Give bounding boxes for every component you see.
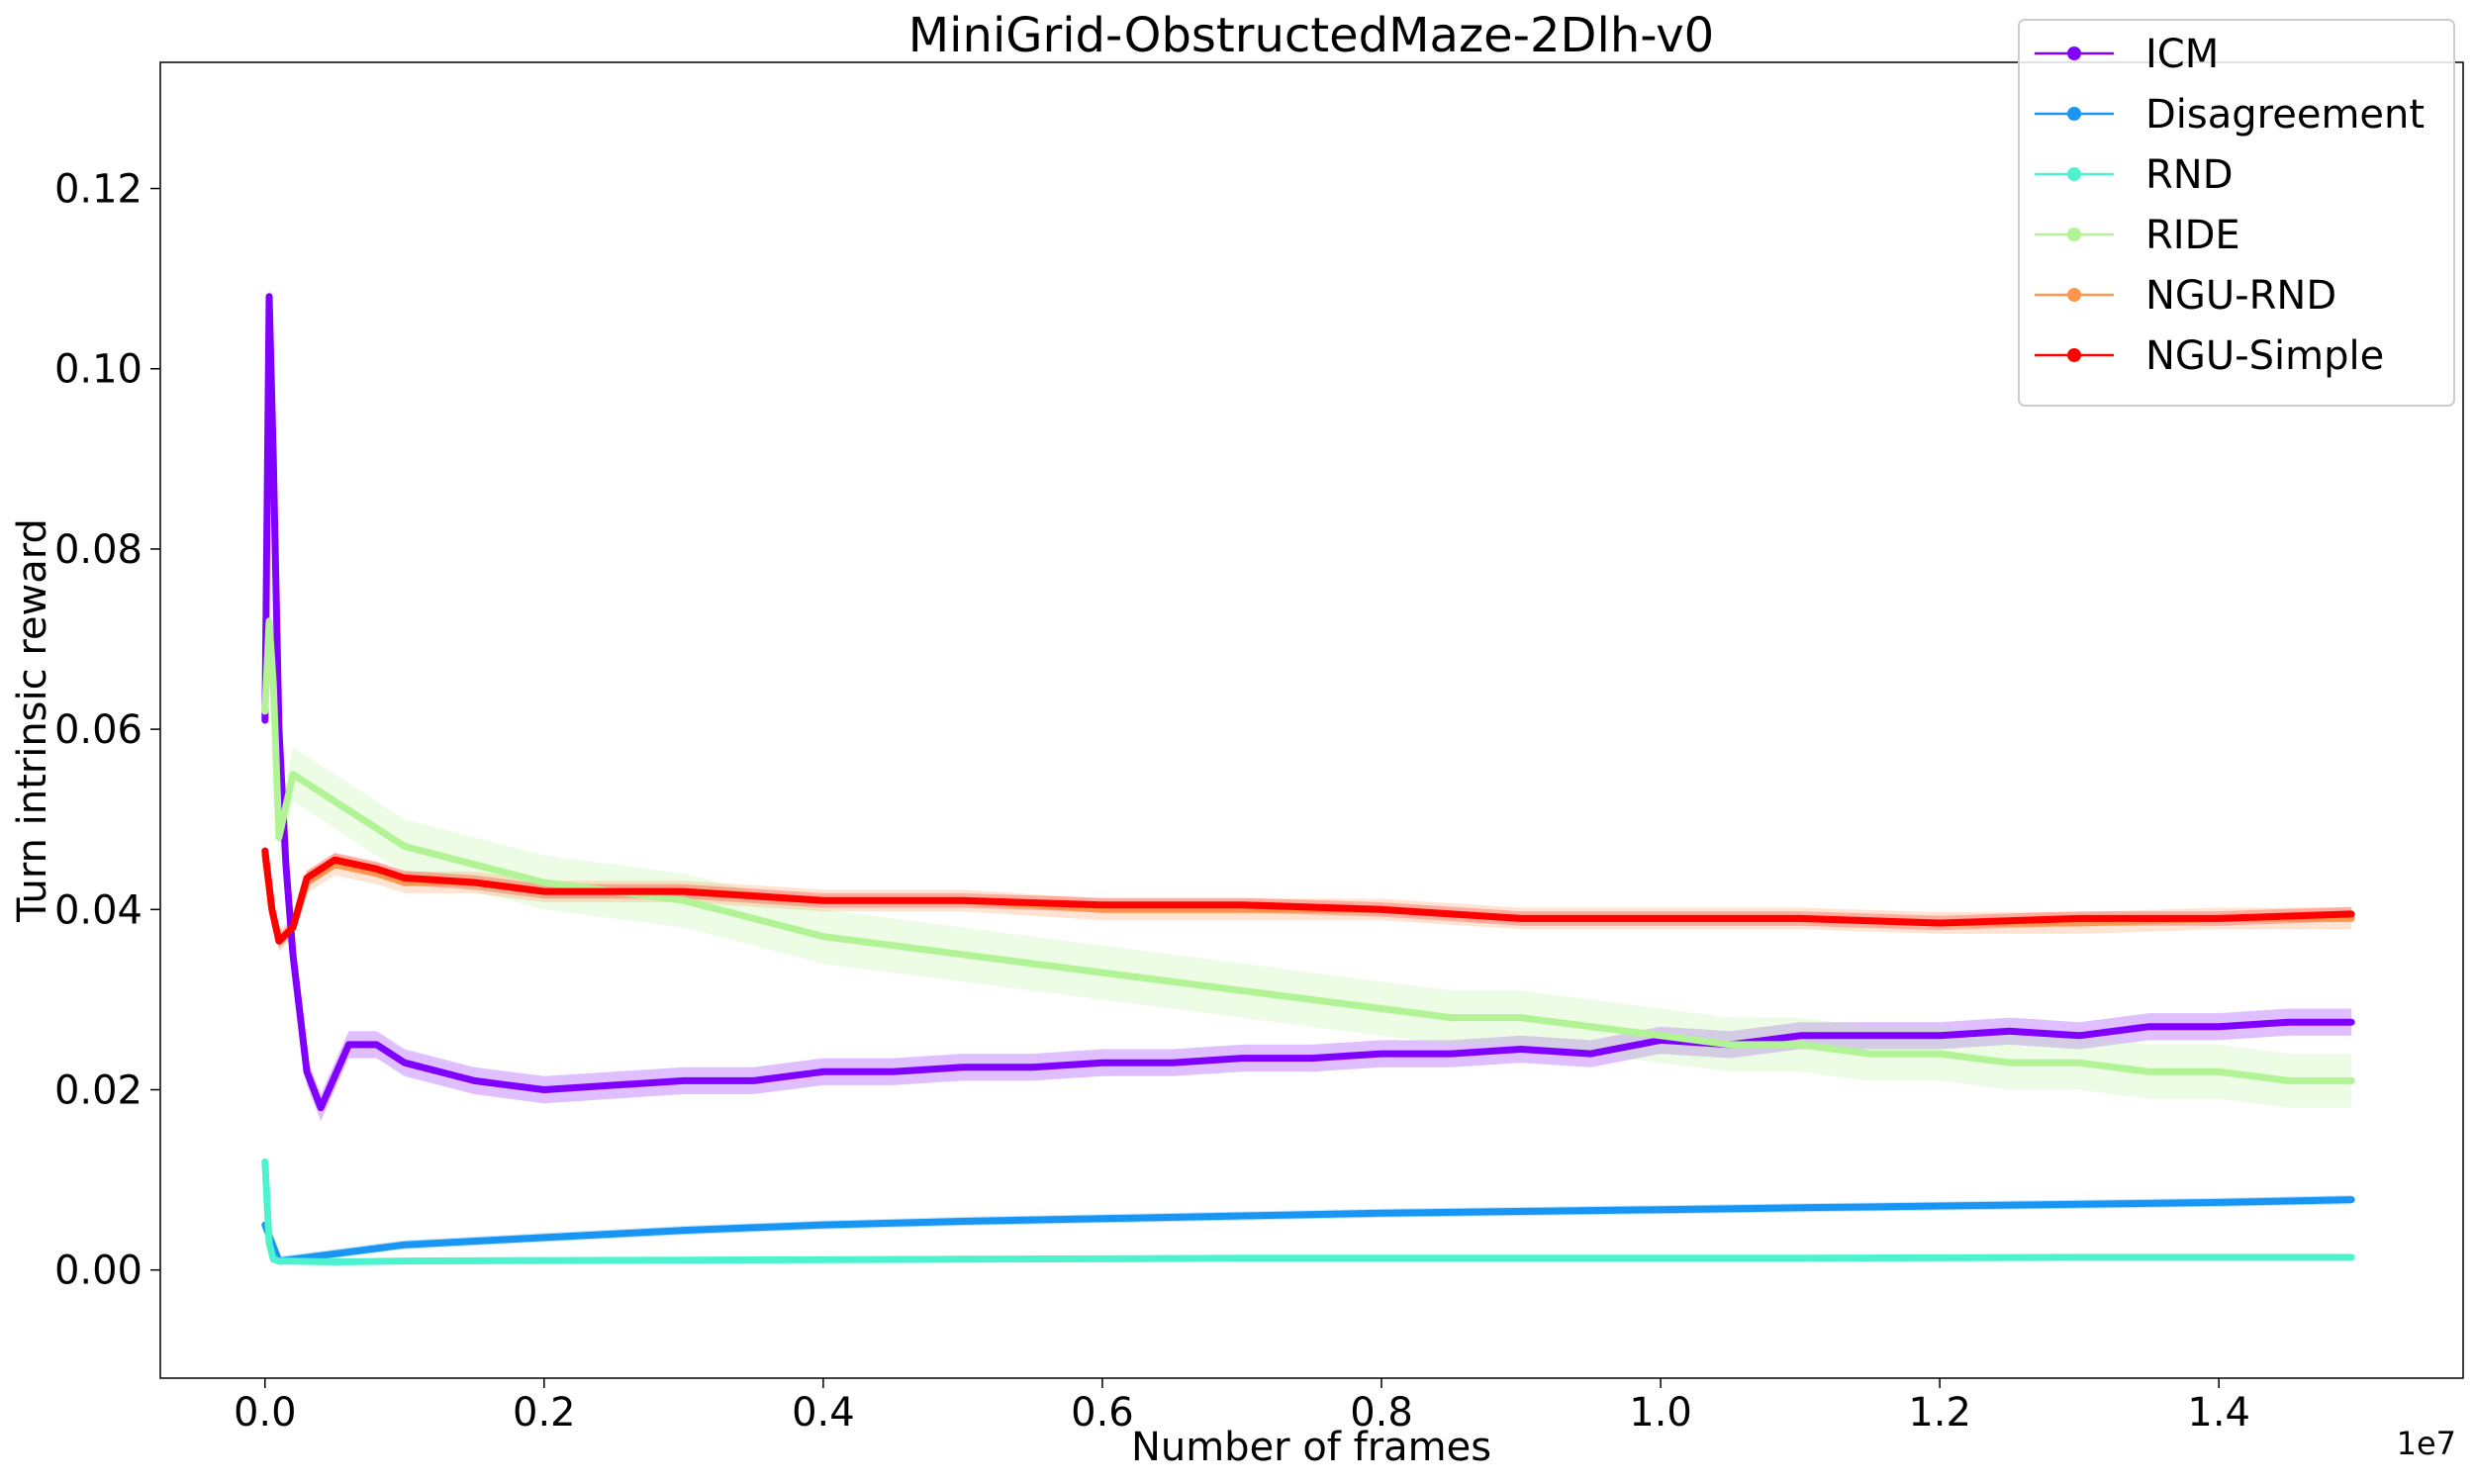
x-tick-label: 0.0 — [234, 1390, 297, 1436]
band-icm — [264, 283, 2352, 1122]
y-tick-label: 0.04 — [54, 887, 143, 933]
legend-box — [2018, 19, 2455, 407]
y-tick-label: 0.12 — [54, 167, 143, 213]
legend-marker-ngu-simple — [2067, 348, 2081, 362]
legend-label-ngu-rnd: NGU-RND — [2145, 273, 2336, 319]
y-tick-label: 0.08 — [54, 527, 143, 573]
series-line-ride — [261, 617, 2355, 1084]
x-tick-label: 0.2 — [513, 1390, 576, 1436]
series-line-icm — [261, 293, 2355, 1112]
legend-label-ride: RIDE — [2145, 213, 2240, 258]
y-axis-label: Turn intrinsic reward — [10, 518, 55, 923]
x-axis-label: Number of frames — [1131, 1425, 1491, 1470]
band-ride — [264, 594, 2352, 1108]
y-tick-label: 0.06 — [54, 707, 143, 753]
x-tick-label: 0.6 — [1071, 1390, 1134, 1436]
series-line-ngu-simple — [261, 847, 2355, 945]
x-axis: 0.0 0.2 0.4 0.6 0.8 1.0 1.2 1.4 — [234, 1378, 2250, 1436]
legend-marker-ride — [2067, 228, 2081, 241]
x-tick-label: 0.8 — [1350, 1390, 1413, 1436]
series-line-rnd — [261, 1158, 2355, 1265]
legend-label-icm: ICM — [2145, 32, 2219, 77]
legend-label-ngu-simple: NGU-Simple — [2145, 333, 2384, 379]
y-axis: 0.00 0.02 0.04 0.06 0.08 0.10 0.12 — [54, 167, 160, 1294]
plot-area-frame — [159, 61, 2464, 1379]
series-line-disagreement — [261, 1196, 2355, 1265]
legend-marker-ngu-rnd — [2067, 288, 2081, 302]
legend: ICM Disagreement RND RIDE NGU-RND NGU-Simple — [2018, 19, 2455, 407]
x-axis-offset-label: 1e7 — [2397, 1425, 2456, 1462]
y-tick-label: 0.02 — [54, 1067, 143, 1113]
legend-marker-icm — [2067, 46, 2081, 60]
x-tick-label: 1.0 — [1629, 1390, 1692, 1436]
y-tick-label: 0.00 — [54, 1249, 143, 1294]
y-tick-label: 0.10 — [54, 347, 143, 393]
legend-marker-disagreement — [2067, 107, 2081, 121]
x-tick-label: 1.4 — [2187, 1390, 2250, 1436]
chart-title: MiniGrid-ObstructedMaze-2Dlh-v0 — [908, 8, 1714, 63]
band-ngu-rnd — [264, 844, 2352, 953]
legend-label-rnd: RND — [2145, 152, 2234, 198]
legend-label-disagreement: Disagreement — [2145, 92, 2425, 138]
series-lines — [261, 293, 2355, 1265]
x-tick-label: 0.4 — [792, 1390, 855, 1436]
x-tick-label: 1.2 — [1908, 1390, 1971, 1436]
legend-marker-rnd — [2067, 167, 2081, 181]
